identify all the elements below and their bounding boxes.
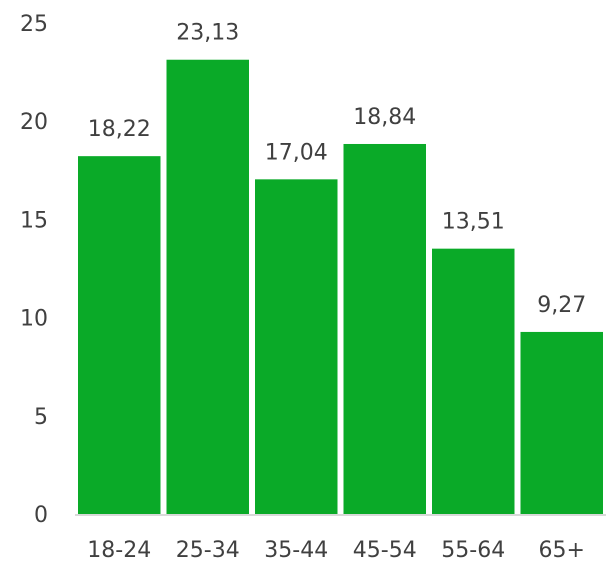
y-tick-label: 5 bbox=[34, 405, 48, 430]
x-tick-label-45-54: 45-54 bbox=[353, 538, 417, 563]
data-label-45-54: 18,84 bbox=[353, 105, 416, 130]
y-tick-label: 25 bbox=[20, 12, 48, 37]
x-axis-category-labels: 18-24 25-34 35-44 45-54 55-64 65+ bbox=[87, 538, 585, 563]
bar-25-34 bbox=[166, 59, 249, 514]
bar-45-54 bbox=[343, 143, 426, 514]
bar-35-44 bbox=[255, 179, 338, 514]
data-label-25-34: 23,13 bbox=[176, 21, 239, 46]
data-labels: 18,22 23,13 17,04 18,84 13,51 9,27 bbox=[88, 21, 586, 318]
y-tick-label: 10 bbox=[20, 307, 48, 332]
bar-65+ bbox=[520, 331, 603, 514]
data-label-18-24: 18,22 bbox=[88, 117, 151, 142]
y-tick-label: 20 bbox=[20, 110, 48, 135]
y-tick-label: 15 bbox=[20, 208, 48, 233]
bar-18-24 bbox=[78, 156, 161, 515]
x-tick-label-65+: 65+ bbox=[539, 538, 585, 563]
data-label-35-44: 17,04 bbox=[265, 140, 328, 165]
x-tick-label-55-64: 55-64 bbox=[441, 538, 505, 563]
x-tick-label-25-34: 25-34 bbox=[176, 538, 240, 563]
bar-55-64 bbox=[432, 248, 515, 514]
x-tick-label-35-44: 35-44 bbox=[264, 538, 328, 563]
y-tick-label: 0 bbox=[34, 503, 48, 528]
y-axis-ticks: 0 5 10 15 20 25 bbox=[20, 12, 48, 528]
bars bbox=[78, 59, 603, 515]
x-tick-label-18-24: 18-24 bbox=[87, 538, 151, 563]
data-label-55-64: 13,51 bbox=[442, 210, 505, 235]
data-label-65+: 9,27 bbox=[537, 293, 586, 318]
